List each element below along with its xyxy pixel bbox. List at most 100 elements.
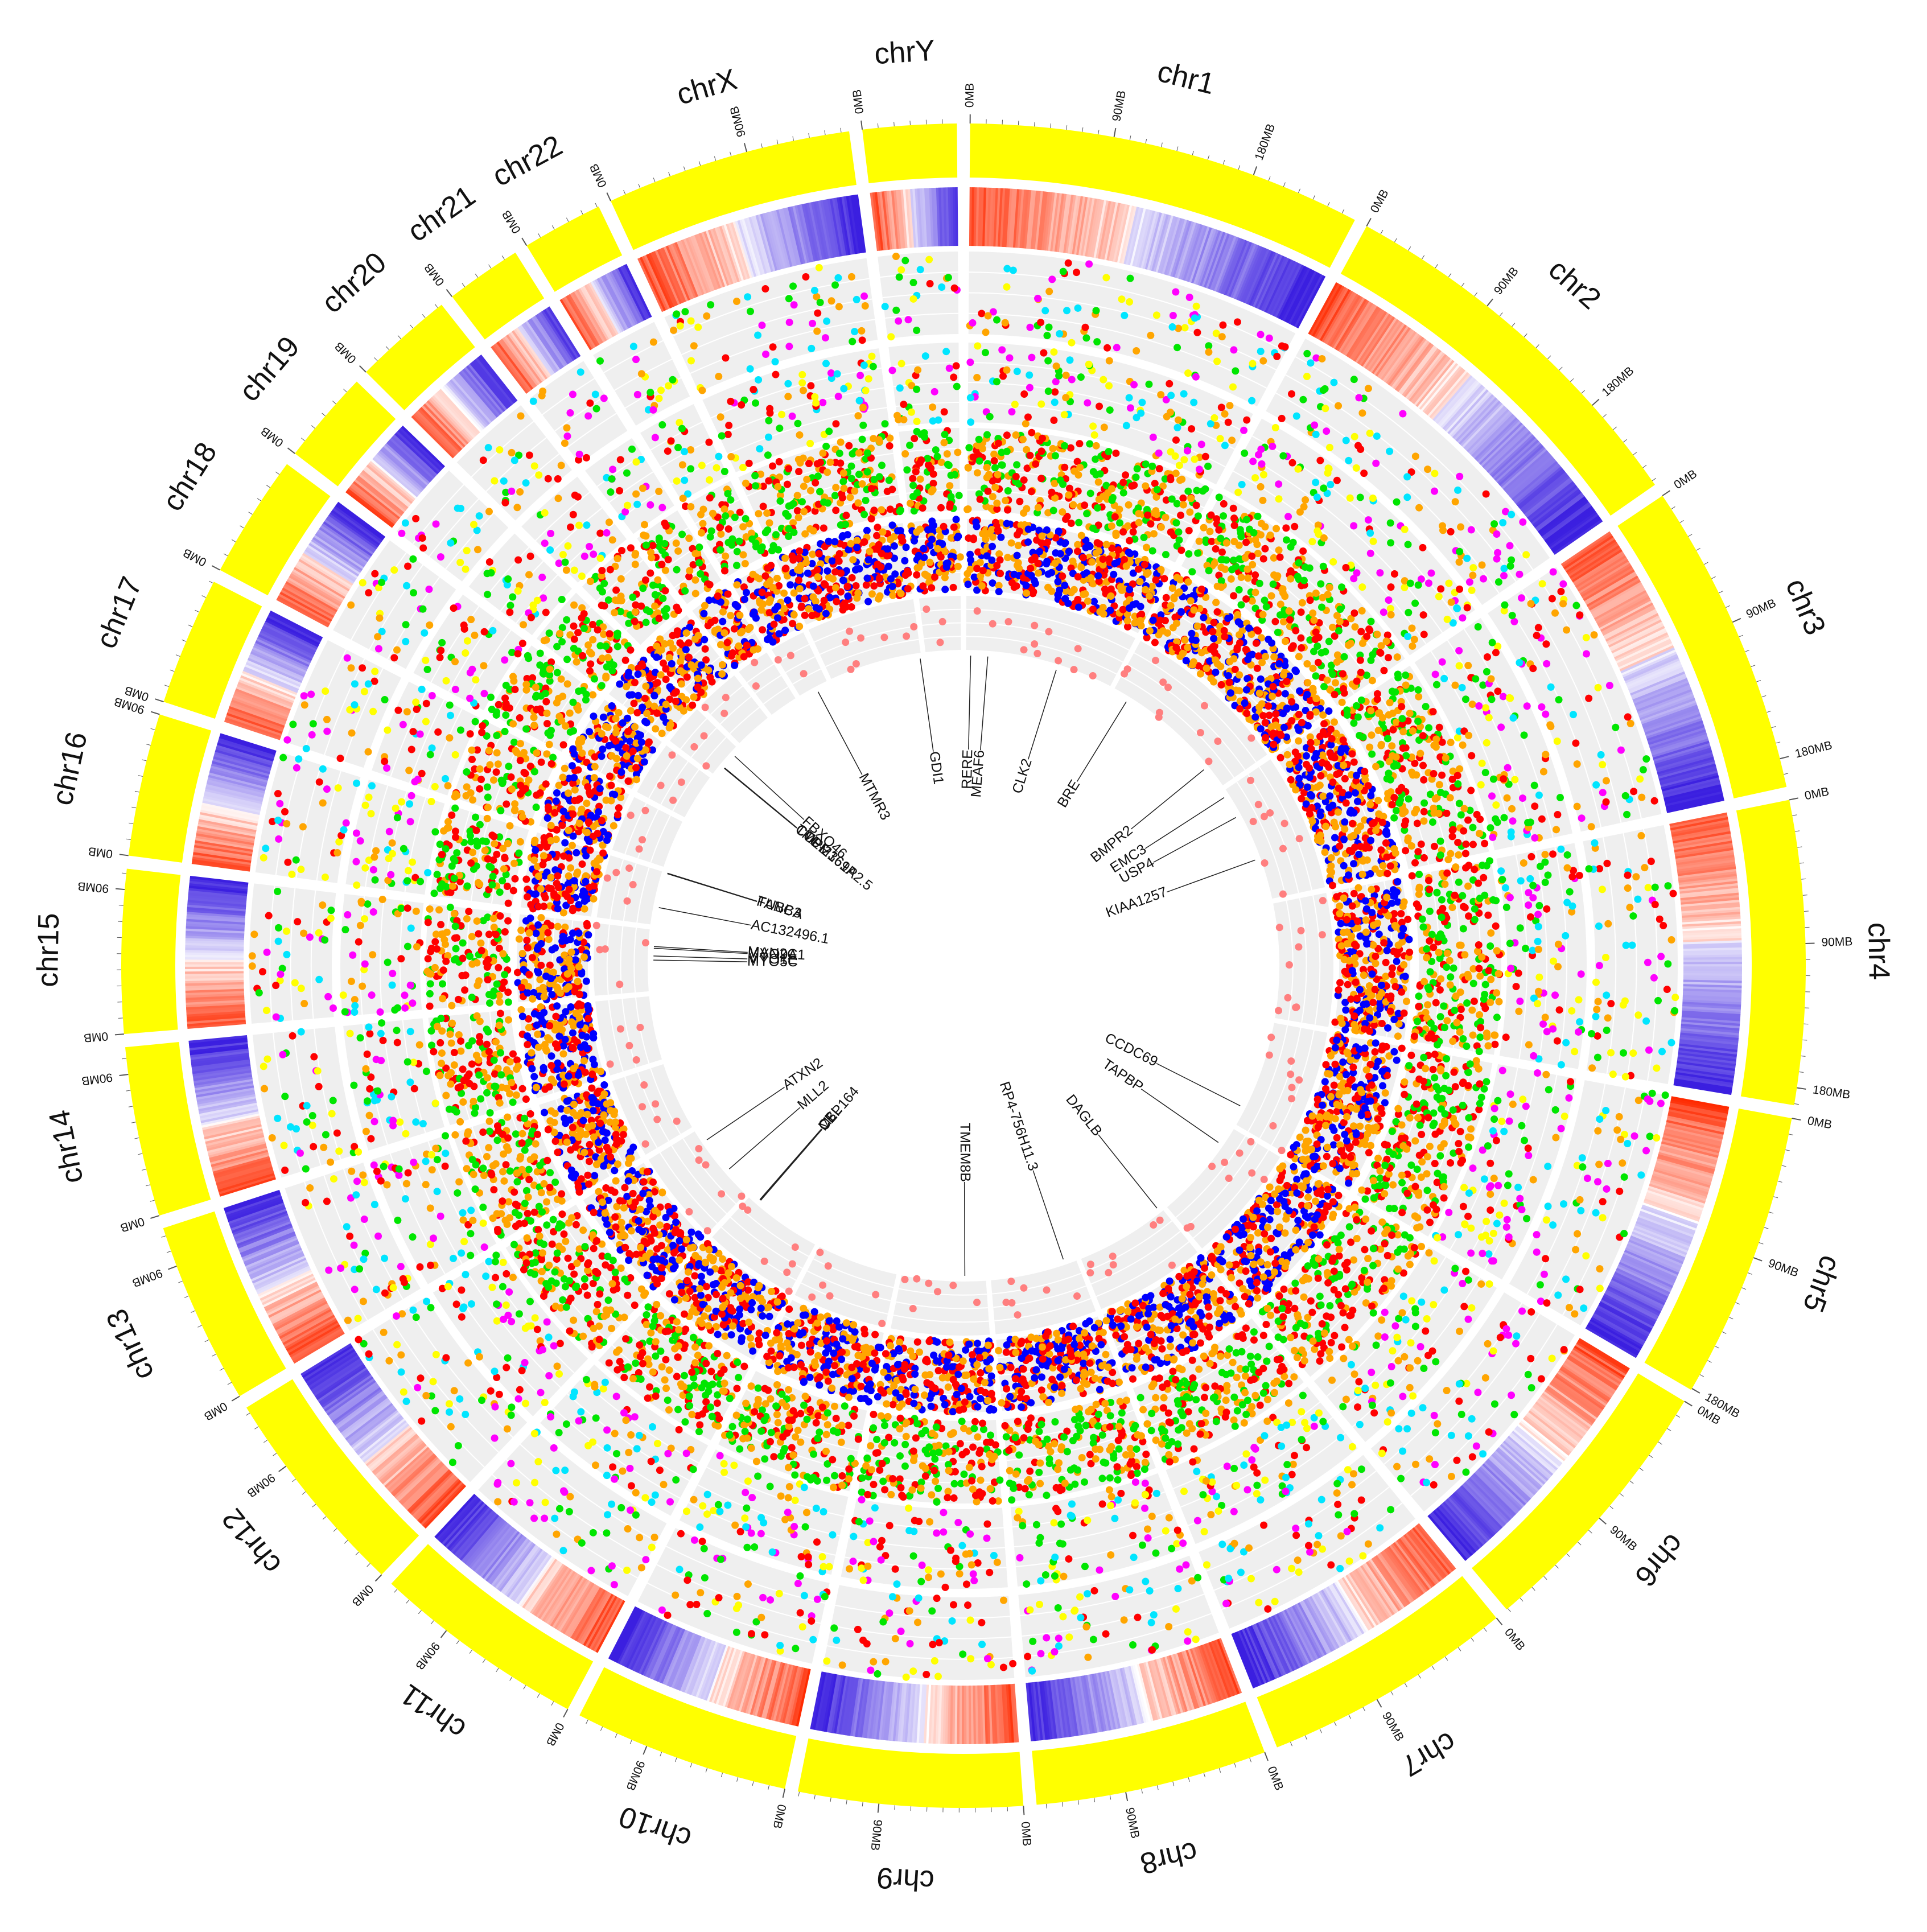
data-point [1240, 426, 1248, 434]
tick-mark [300, 438, 305, 442]
heatmap-cell [1500, 1444, 1546, 1485]
data-point [1242, 538, 1250, 546]
heatmap-cell [1248, 250, 1274, 306]
heatmap-cell [1662, 777, 1720, 794]
data-point [1459, 614, 1467, 622]
tick-mark [698, 161, 701, 166]
data-point [1612, 723, 1620, 731]
data-point [1184, 644, 1192, 652]
data-point [1228, 436, 1236, 444]
heatmap-cell [1672, 831, 1731, 844]
data-point [1014, 559, 1022, 567]
data-point [1086, 440, 1094, 448]
heatmap-cell [1496, 441, 1541, 483]
data-point [989, 542, 997, 550]
data-point [1318, 759, 1326, 767]
data-point [1287, 776, 1295, 784]
heatmap-cell [1674, 843, 1733, 855]
tick-mark [1304, 1735, 1308, 1740]
heatmap-cell [1474, 1471, 1518, 1514]
tick-mark [862, 1802, 863, 1807]
heatmap-cell [1541, 501, 1591, 539]
tick-label: 0MB [1368, 187, 1391, 215]
heatmap-cell [1497, 443, 1543, 485]
data-point [1121, 311, 1129, 319]
data-point [1257, 348, 1265, 356]
heatmap-cell [1371, 1558, 1407, 1608]
data-point [1041, 307, 1049, 315]
tick-label: 90MB [1110, 89, 1128, 122]
heatmap-cell [1627, 1241, 1683, 1267]
heatmap-cell [1384, 333, 1421, 384]
heatmap-cell [1257, 254, 1283, 310]
data-point [1446, 794, 1454, 802]
heatmap-cell [1507, 455, 1554, 496]
data-point [1420, 808, 1428, 815]
heatmap-cell [1507, 1435, 1554, 1476]
data-point [978, 582, 986, 590]
heatmap-cell [1682, 914, 1741, 921]
data-point [1356, 493, 1364, 501]
heatmap-cell [1485, 429, 1530, 472]
heatmap-cell [1621, 649, 1676, 676]
data-point [1420, 817, 1428, 825]
heatmap-cell [1140, 211, 1158, 269]
heatmap-cell [1245, 1627, 1271, 1682]
data-point [1497, 723, 1505, 731]
data-point [1494, 549, 1502, 557]
tick-mark [1785, 1150, 1790, 1151]
data-point [1192, 373, 1200, 381]
heatmap-cell [1037, 191, 1046, 250]
tick-mark [1704, 562, 1708, 565]
tick-mark [501, 256, 505, 260]
heatmap-cell [999, 188, 1006, 247]
heatmap-cell [1625, 660, 1681, 686]
heatmap-cell [1566, 539, 1616, 574]
data-point [1318, 603, 1326, 611]
data-point [1654, 996, 1662, 1004]
tick-mark [394, 1589, 398, 1593]
data-point [1435, 781, 1443, 789]
data-point [1366, 549, 1374, 557]
data-point [1224, 418, 1232, 426]
heatmap-cell [1115, 1669, 1130, 1727]
data-point [1464, 662, 1472, 670]
data-point [1132, 473, 1140, 481]
data-point [1175, 536, 1183, 544]
data-point [1288, 698, 1296, 706]
data-point [998, 346, 1006, 354]
heatmap-cell [1681, 1015, 1740, 1022]
heatmap-cell [1669, 812, 1728, 827]
heatmap-cell [1089, 199, 1102, 258]
heatmap-cell [1544, 1389, 1594, 1426]
data-point [1340, 862, 1348, 870]
data-point [1326, 792, 1334, 800]
data-point [1126, 274, 1134, 282]
heatmap-cell [1656, 1158, 1714, 1177]
data-point [1099, 603, 1107, 611]
data-point [1324, 591, 1332, 599]
data-point [1542, 640, 1550, 648]
heatmap-cell [1390, 1543, 1428, 1592]
data-point [1104, 344, 1111, 352]
heatmap-cell [1627, 665, 1683, 690]
data-point [1285, 607, 1293, 615]
heatmap-cell [1661, 772, 1719, 790]
ideogram-chr12 [246, 1379, 419, 1575]
data-point [1039, 434, 1047, 442]
heatmap-cell [1623, 654, 1678, 680]
tick-mark [166, 1250, 171, 1253]
data-point [1456, 472, 1464, 480]
heatmap-cell [1673, 1082, 1732, 1095]
heatmap-cell [1657, 756, 1714, 775]
tick-mark [1045, 1803, 1047, 1809]
heatmap-cell [1476, 1469, 1520, 1513]
data-point [1590, 631, 1598, 639]
heatmap-cell [1630, 1233, 1686, 1258]
heatmap-cell [1679, 1039, 1738, 1048]
heatmap-cell [1683, 961, 1742, 965]
heatmap-cell [1641, 702, 1697, 725]
tick-mark [248, 512, 253, 515]
data-point [1463, 604, 1471, 612]
heatmap-cell [1325, 293, 1357, 345]
